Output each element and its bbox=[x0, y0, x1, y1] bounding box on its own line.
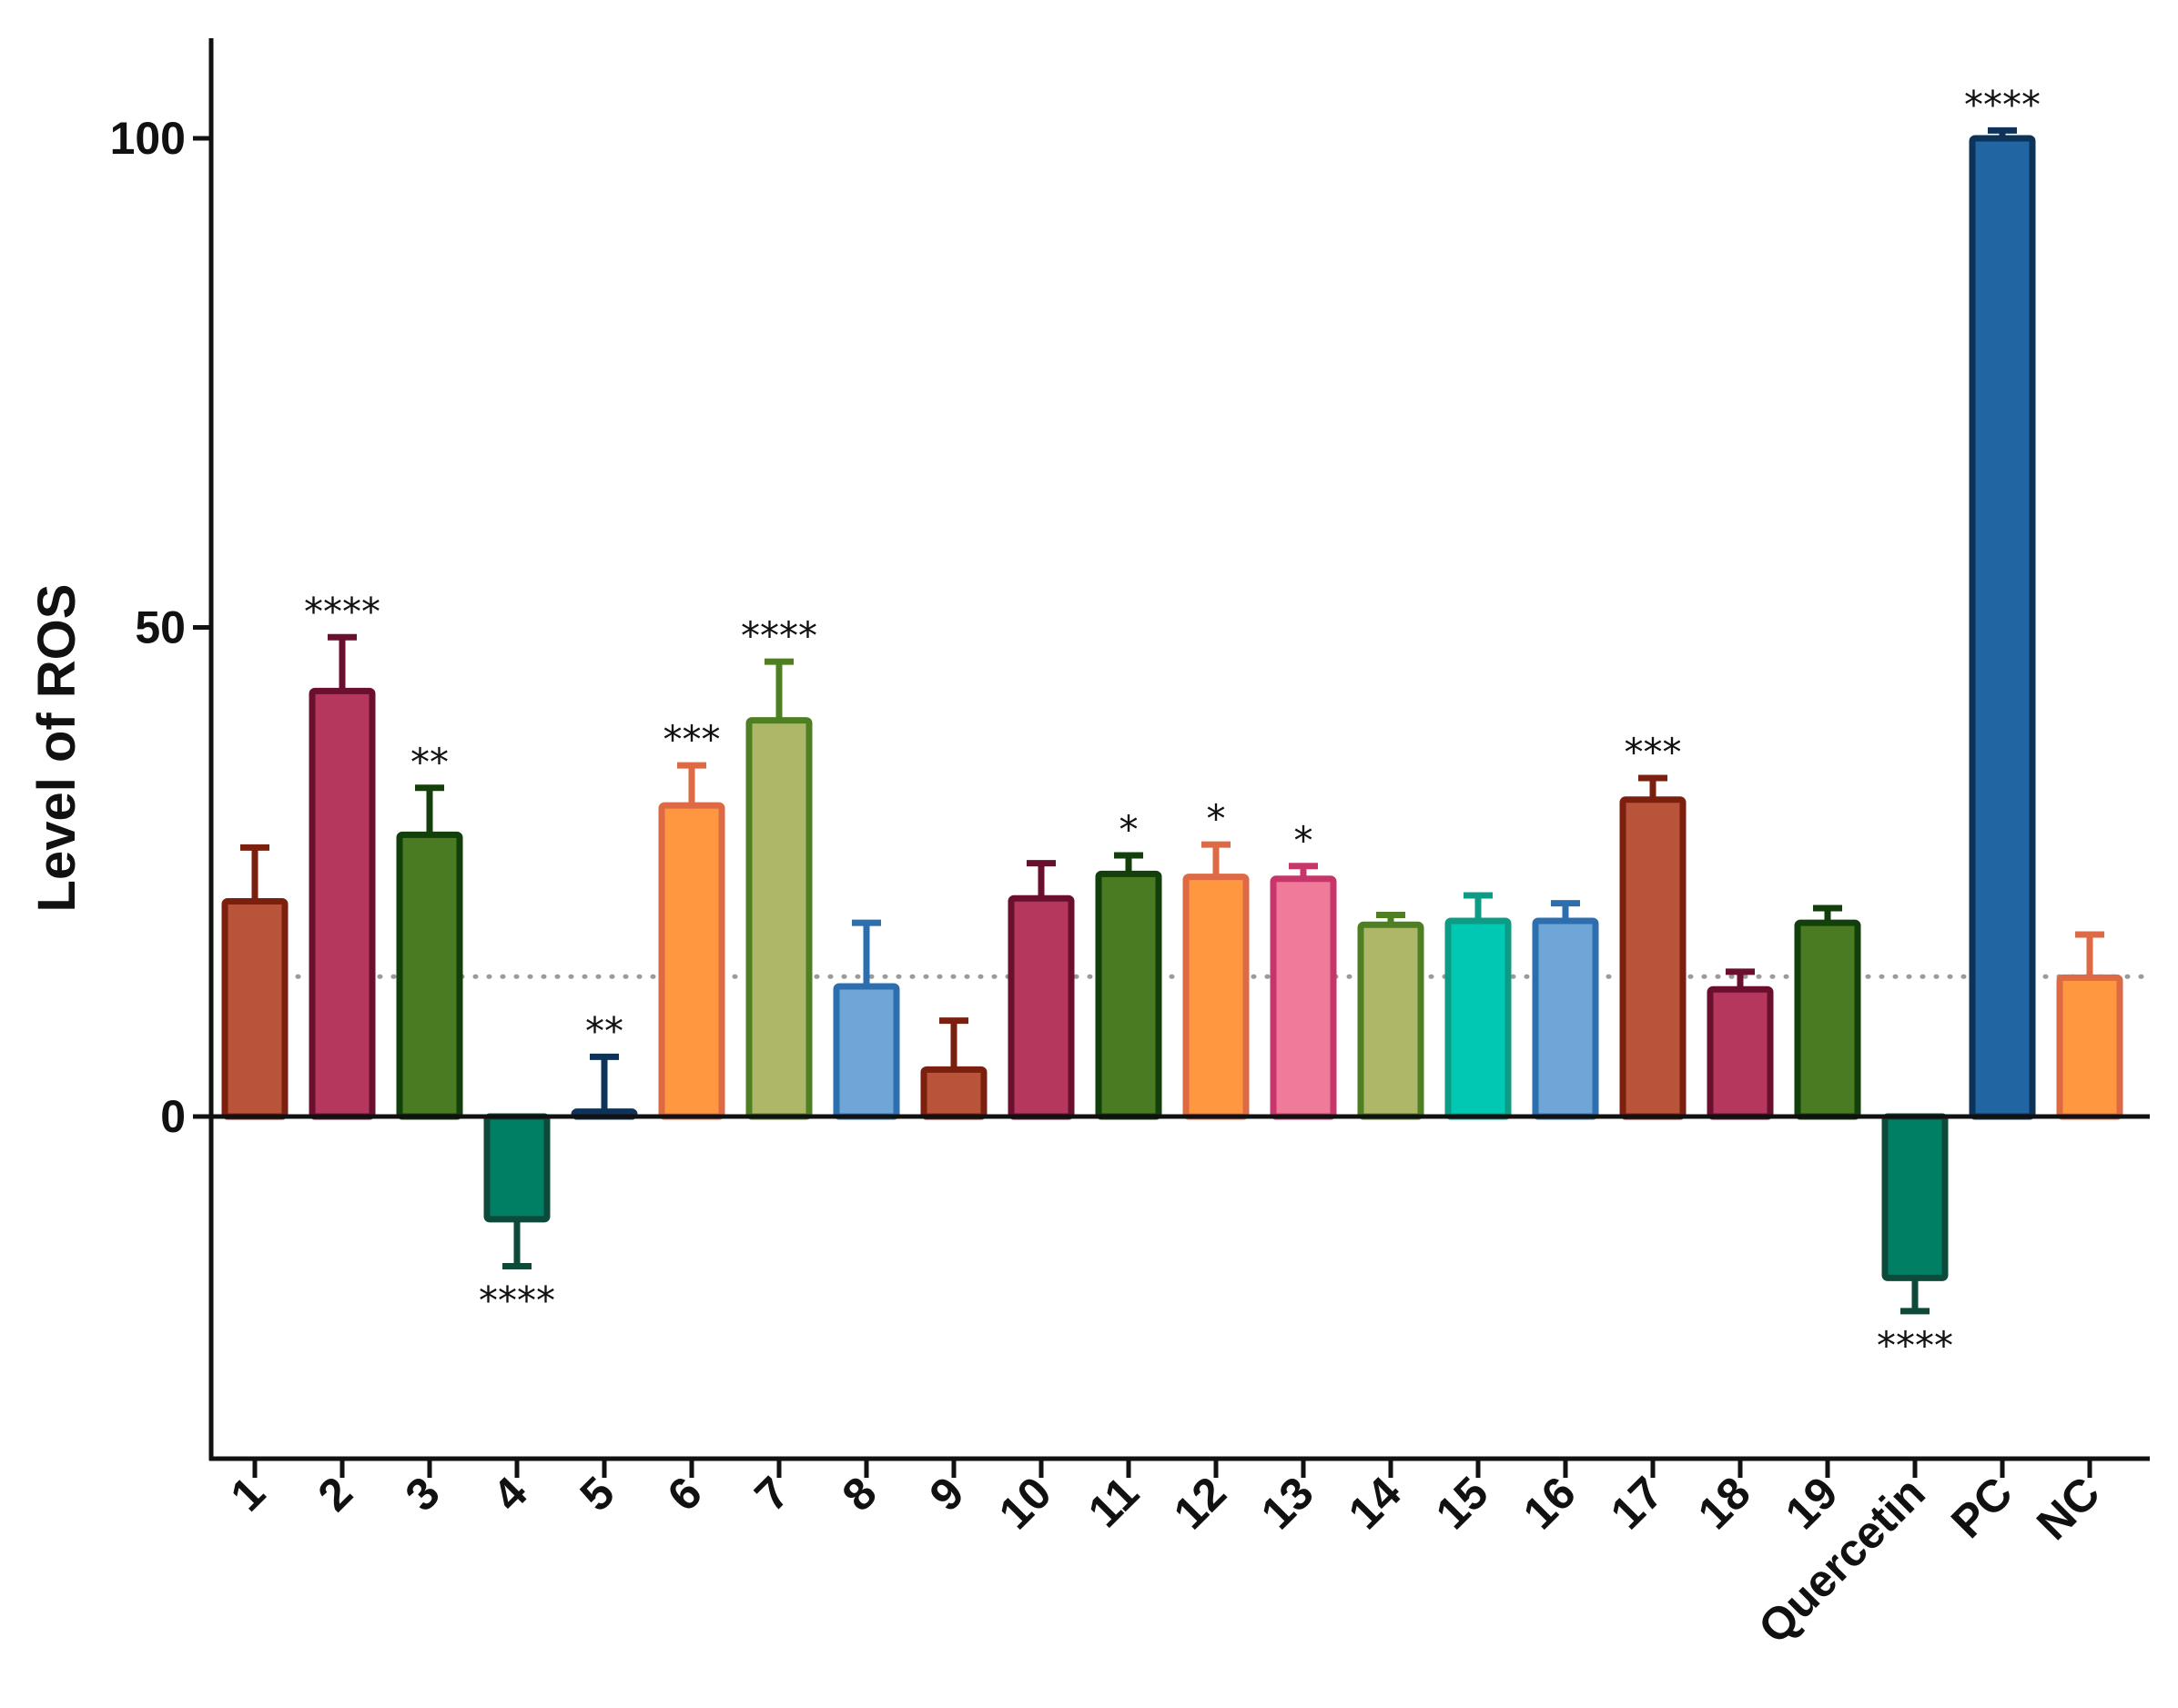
bar-pc bbox=[1969, 135, 2036, 1120]
bar-4 bbox=[483, 1113, 551, 1223]
bar-12 bbox=[1182, 874, 1250, 1120]
x-tick-label: 13 bbox=[1251, 1467, 1323, 1539]
bar-quercetin bbox=[1881, 1113, 1949, 1281]
bar-18 bbox=[1707, 985, 1774, 1120]
bar-1 bbox=[221, 898, 289, 1120]
significance-label: ** bbox=[585, 1008, 623, 1053]
x-tick-label: 4 bbox=[483, 1467, 537, 1521]
bar-14 bbox=[1357, 921, 1424, 1120]
bar-2 bbox=[309, 687, 376, 1120]
x-tick-label: 15 bbox=[1426, 1467, 1498, 1539]
bar-6 bbox=[658, 802, 725, 1120]
bar-7 bbox=[745, 717, 813, 1120]
y-tick-label: 0 bbox=[160, 1091, 186, 1142]
bar-11 bbox=[1095, 870, 1162, 1120]
x-tick-label: 14 bbox=[1339, 1467, 1411, 1539]
x-tick-label: 6 bbox=[658, 1467, 712, 1521]
bar-13 bbox=[1270, 875, 1337, 1120]
x-tick-label: 10 bbox=[989, 1467, 1061, 1539]
bar-15 bbox=[1444, 917, 1512, 1120]
bar-nc bbox=[2056, 974, 2123, 1120]
significance-label: **** bbox=[1877, 1323, 1953, 1368]
y-axis-title: Level of ROS bbox=[27, 584, 86, 913]
x-tick-label: 11 bbox=[1079, 1467, 1149, 1537]
x-tick-label: 2 bbox=[309, 1467, 362, 1521]
x-tick-label: 7 bbox=[745, 1467, 799, 1521]
significance-label: **** bbox=[1964, 82, 2041, 126]
bars-layer bbox=[221, 126, 2123, 1315]
bar-3 bbox=[396, 831, 463, 1120]
significance-label: ** bbox=[410, 740, 449, 784]
significance-label: * bbox=[1207, 796, 1226, 841]
x-tick-label: 5 bbox=[571, 1467, 624, 1521]
x-tick-label: 9 bbox=[920, 1467, 974, 1521]
x-tick-label: 17 bbox=[1601, 1467, 1673, 1539]
x-tick-label: 3 bbox=[396, 1467, 450, 1521]
x-tick-label: PC bbox=[1941, 1467, 2022, 1548]
axes-layer bbox=[193, 38, 2150, 1478]
bar-16 bbox=[1532, 917, 1599, 1120]
x-tick-label: 12 bbox=[1164, 1467, 1236, 1539]
bar-17 bbox=[1619, 796, 1687, 1120]
significance-label: *** bbox=[1625, 730, 1682, 774]
significance-label: **** bbox=[479, 1278, 555, 1322]
x-tick-label: 18 bbox=[1688, 1467, 1760, 1539]
bar-8 bbox=[833, 983, 900, 1120]
x-tick-label: 16 bbox=[1514, 1467, 1585, 1539]
bar-10 bbox=[1008, 894, 1075, 1120]
bar-9 bbox=[920, 1066, 988, 1120]
bar-19 bbox=[1794, 919, 1861, 1120]
x-tick-label: 8 bbox=[833, 1467, 886, 1521]
significance-label: * bbox=[1294, 818, 1313, 863]
y-tick-label: 50 bbox=[135, 602, 186, 653]
significance-label: * bbox=[1119, 807, 1139, 852]
x-tick-label: NC bbox=[2027, 1467, 2110, 1550]
significance-label: **** bbox=[741, 613, 817, 658]
significance-label: *** bbox=[664, 717, 721, 762]
significance-label: **** bbox=[304, 589, 380, 633]
y-tick-label: 100 bbox=[110, 113, 186, 164]
x-tick-label: 1 bbox=[221, 1467, 275, 1521]
x-tick-label: Quercetin bbox=[1748, 1467, 1935, 1653]
